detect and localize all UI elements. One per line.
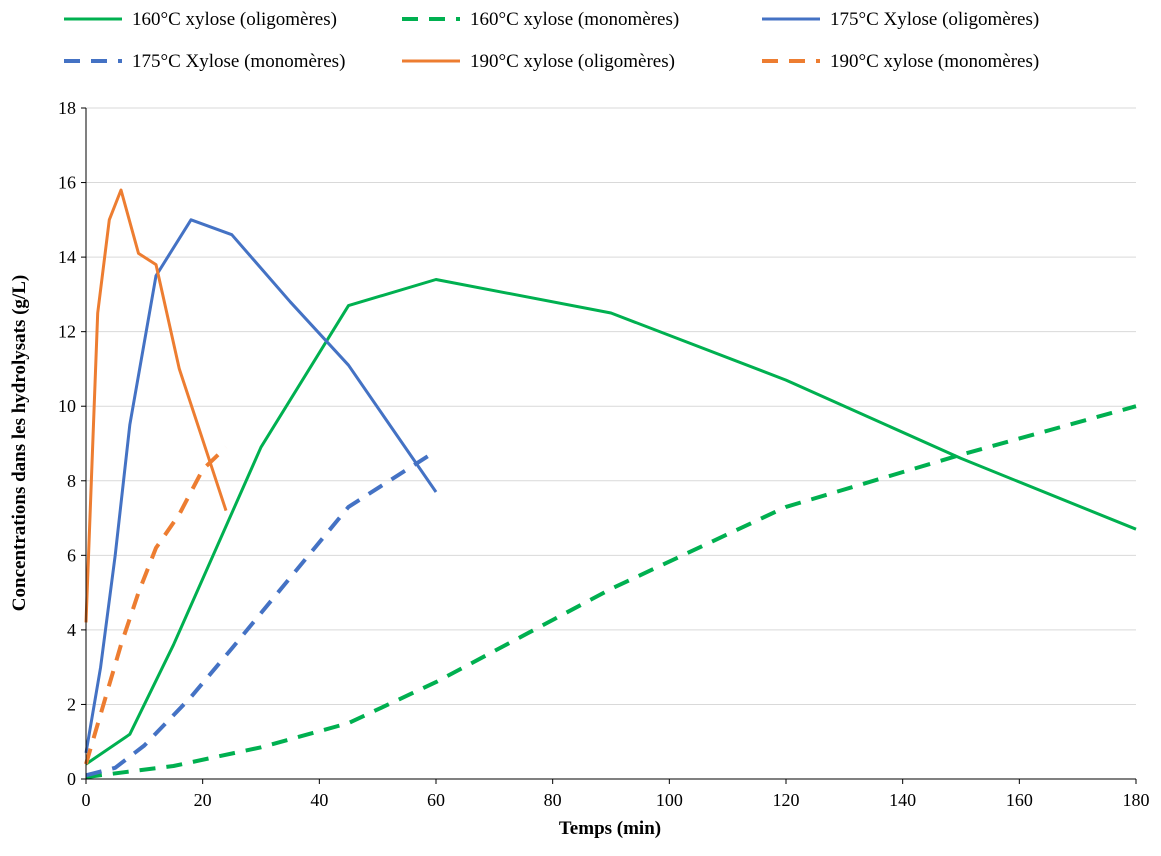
grid-lines (86, 107, 1136, 705)
y-tick-label: 16 (58, 173, 76, 193)
legend: 160°C xylose (oligomères) 160°C xylose (m… (64, 9, 1039, 72)
series-line-6 (84, 445, 228, 765)
series-line-4 (85, 449, 438, 778)
series-line-3 (84, 218, 438, 754)
x-tick-label: 160 (1006, 790, 1033, 810)
legend-label-2: 160°C xylose (monomères) (470, 9, 679, 30)
series-line-1 (85, 278, 1137, 766)
legend-label-4: 175°C Xylose (monomères) (132, 51, 345, 72)
x-tick-label: 120 (773, 790, 800, 810)
y-tick-label: 4 (67, 620, 76, 640)
y-tick-label: 0 (67, 769, 76, 789)
x-tick-label: 40 (310, 790, 328, 810)
series-line-5 (84, 188, 228, 623)
legend-label-5: 190°C xylose (oligomères) (470, 51, 675, 72)
series-lines (84, 188, 1137, 780)
legend-label-6: 190°C xylose (monomères) (830, 51, 1039, 72)
y-tick-label: 12 (58, 322, 76, 342)
axes (81, 107, 1137, 784)
y-tick-label: 10 (58, 396, 76, 416)
y-tick-label: 2 (67, 694, 76, 714)
x-tick-label: 20 (194, 790, 212, 810)
x-tick-label: 100 (656, 790, 683, 810)
y-tick-label: 18 (58, 98, 76, 118)
legend-label-3: 175°C Xylose (oligomères) (830, 9, 1039, 30)
y-axis-title: Concentrations dans les hydrolysats (g/L… (9, 275, 30, 611)
x-axis-title: Temps (min) (559, 818, 661, 839)
y-tick-label: 6 (67, 545, 76, 565)
x-tick-labels: 0 20 40 60 80 100 120 140 160 180 (82, 790, 1150, 810)
x-tick-label: 180 (1123, 790, 1150, 810)
x-tick-label: 80 (544, 790, 562, 810)
x-tick-label: 60 (427, 790, 445, 810)
y-tick-labels: 0 2 4 6 8 10 12 14 16 18 (58, 98, 76, 789)
legend-label-1: 160°C xylose (oligomères) (132, 9, 337, 30)
y-tick-label: 14 (58, 247, 76, 267)
series-line-2 (85, 404, 1137, 780)
y-tick-label: 8 (67, 471, 76, 491)
x-tick-label: 0 (82, 790, 91, 810)
x-tick-label: 140 (889, 790, 916, 810)
